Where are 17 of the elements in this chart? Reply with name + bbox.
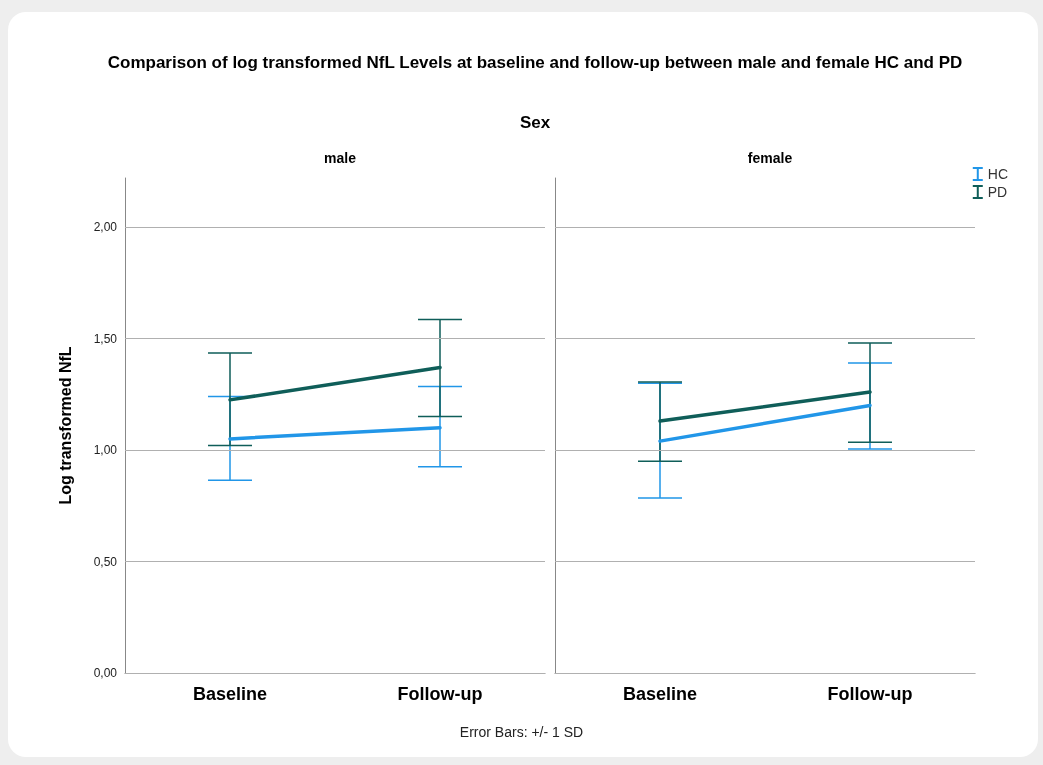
y-tick-label: 1,50 [93,331,118,346]
x-tick-label: Baseline [192,684,268,704]
x-tick-label: Follow-up [827,684,913,704]
legend-label: PD [987,184,1008,200]
y-tick-label: 0,50 [93,554,118,569]
text: female [747,150,793,166]
text: Error Bars: +/- 1 SD [458,724,585,740]
y-axis-title: Log transformed NfL [56,346,74,505]
legend-label: HC [987,166,1009,182]
chart-subtitle: Sex [518,113,552,133]
text: male [324,150,357,166]
chart-title: Comparison of log transformed NfL Levels at baseline and follow-up between male and female HC and PD [106,53,964,72]
y-tick-label: 2,00 [93,220,118,235]
y-tick-label: 0,00 [93,666,118,680]
y-tick-label: 1,00 [93,443,118,458]
x-tick-label: Baseline [622,684,698,704]
x-tick-label: Follow-up [397,684,483,704]
